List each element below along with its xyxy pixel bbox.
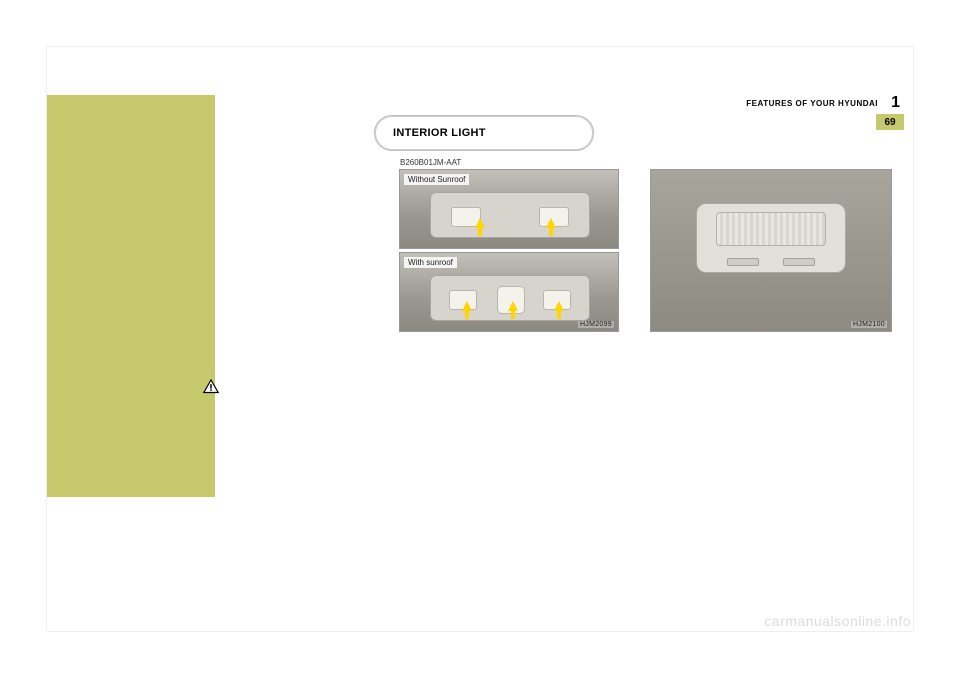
- page-number-box: 69: [876, 114, 904, 130]
- arrow-up-icon: [462, 301, 472, 311]
- figure-dome-lamp: HJM2100: [650, 169, 892, 332]
- page-number: 69: [884, 117, 895, 128]
- dome-lamp-button-icon: [783, 258, 815, 266]
- dome-lamp-button-icon: [727, 258, 759, 266]
- arrow-up-icon: [508, 301, 518, 311]
- warning-icon: [202, 378, 220, 394]
- photo-id: HJM2100: [851, 321, 887, 328]
- figure-with-sunroof: With sunroof HJM2099: [399, 252, 619, 332]
- figure-tag-with-sunroof: With sunroof: [404, 257, 457, 268]
- overhead-console-illustration: [430, 192, 590, 238]
- overhead-console-sunroof-illustration: [430, 275, 590, 321]
- arrow-up-icon: [475, 218, 485, 228]
- photo-id: HJM2099: [578, 321, 614, 328]
- arrow-up-icon: [546, 218, 556, 228]
- page: FEATURES OF YOUR HYUNDAI 1 69 INTERIOR L…: [0, 0, 960, 678]
- section-title: INTERIOR LIGHT: [393, 127, 486, 139]
- dome-lamp-shell-icon: [696, 203, 846, 273]
- section-number: 1: [891, 94, 900, 112]
- reference-code: B260B01JM-AAT: [400, 158, 461, 167]
- breadcrumb: FEATURES OF YOUR HYUNDAI: [746, 99, 878, 108]
- figure-without-sunroof: Without Sunroof: [399, 169, 619, 249]
- section-title-pill: INTERIOR LIGHT: [374, 115, 594, 151]
- watermark: carmanualsonline.info: [764, 613, 911, 629]
- dome-lamp-lens-icon: [716, 212, 826, 246]
- figure-tag-without-sunroof: Without Sunroof: [404, 174, 469, 185]
- left-sidebar-band: [47, 95, 215, 497]
- arrow-up-icon: [554, 301, 564, 311]
